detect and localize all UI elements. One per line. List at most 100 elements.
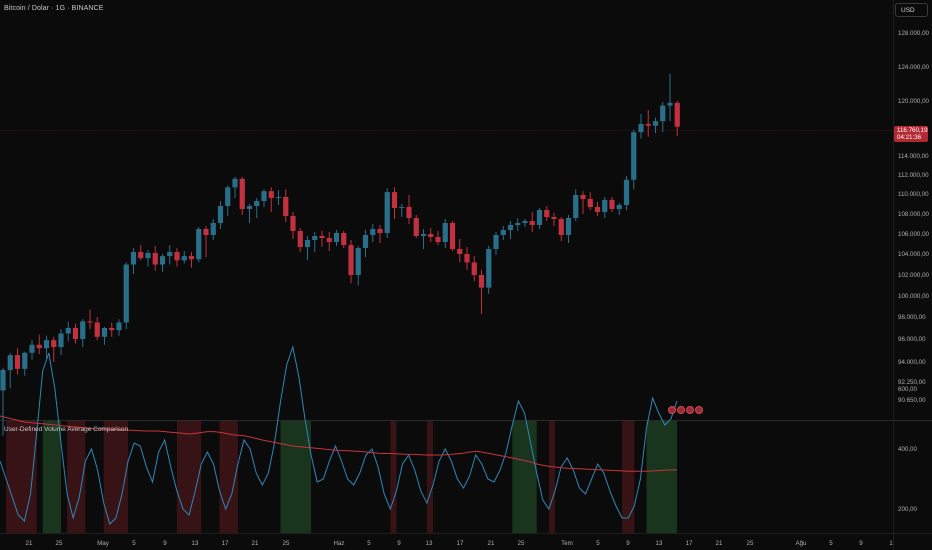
symbol-title[interactable]: Bitcoin / Dolar · 1G · BINANCE [4,5,104,12]
currency-button[interactable]: USD [895,3,928,17]
candle[interactable] [420,229,427,249]
candle[interactable] [413,215,419,238]
candle[interactable] [29,340,35,360]
candle[interactable] [319,231,325,247]
candle[interactable] [80,319,86,348]
candle[interactable] [609,197,615,212]
candle[interactable] [544,206,550,221]
candle[interactable] [406,195,412,224]
event-marker-icon[interactable] [686,406,694,414]
candle[interactable] [283,189,289,222]
candle[interactable] [123,262,129,330]
candle[interactable] [573,189,579,221]
candle[interactable] [493,232,499,256]
candle[interactable] [94,317,100,341]
candle[interactable] [348,240,354,284]
candle[interactable] [522,219,528,227]
candle[interactable] [507,221,514,239]
candle[interactable] [196,227,202,263]
candle[interactable] [333,230,340,246]
candle[interactable] [580,191,586,214]
candle[interactable] [72,323,79,344]
candle[interactable] [109,322,115,337]
candle[interactable] [167,245,173,265]
candle[interactable] [478,269,485,314]
candle[interactable] [58,329,64,356]
candle[interactable] [645,110,651,137]
candle[interactable] [101,326,108,345]
candle[interactable] [65,321,71,342]
candle[interactable] [225,185,231,216]
candle[interactable] [623,175,630,210]
event-marker-icon[interactable] [668,406,676,414]
candle[interactable] [362,230,369,258]
candle[interactable] [36,334,42,354]
candle[interactable] [667,73,673,122]
candle[interactable] [435,231,441,245]
candle[interactable] [246,204,253,223]
candle[interactable] [341,231,347,248]
candle[interactable] [203,226,209,258]
candle[interactable] [594,202,601,216]
candle[interactable] [51,336,57,362]
candle[interactable] [471,256,477,282]
event-marker-icon[interactable] [695,406,703,414]
candle[interactable] [384,188,390,238]
candle[interactable] [391,187,398,219]
candle[interactable] [500,226,506,240]
candle[interactable] [587,192,593,210]
candle[interactable] [239,176,245,215]
candle[interactable] [297,228,303,252]
candle[interactable] [254,198,260,218]
candle[interactable] [290,212,296,239]
candle[interactable] [7,352,13,389]
candle[interactable] [275,190,282,205]
candle[interactable] [232,176,238,198]
candle[interactable] [449,221,456,251]
candle[interactable] [138,245,144,261]
candle[interactable] [304,236,311,261]
candle[interactable] [326,232,332,251]
candle[interactable] [652,117,659,134]
candle[interactable] [638,113,644,139]
candle[interactable] [442,219,448,248]
candle[interactable] [217,201,224,229]
candle[interactable] [43,335,50,360]
candle[interactable] [529,212,535,232]
candle[interactable] [159,254,166,272]
candle[interactable] [464,247,470,270]
candle[interactable] [551,213,557,226]
candle[interactable] [457,239,463,263]
candle[interactable] [22,351,28,376]
candle[interactable] [486,246,492,294]
candle[interactable] [631,129,637,190]
candle[interactable] [181,251,187,264]
candle[interactable] [0,367,6,436]
candle[interactable] [14,348,21,375]
candle[interactable] [558,217,564,241]
candle[interactable] [145,250,151,267]
candle[interactable] [174,248,180,267]
candle[interactable] [268,187,274,212]
candle[interactable] [660,101,666,133]
candle[interactable] [377,225,383,243]
candle[interactable] [116,319,122,336]
candle[interactable] [428,228,434,242]
candle[interactable] [399,204,405,217]
candle[interactable] [355,246,361,286]
candle[interactable] [261,189,267,207]
candle[interactable] [616,203,622,215]
candle[interactable] [536,208,543,229]
candle[interactable] [152,246,158,271]
candle[interactable] [565,215,572,243]
event-marker-icon[interactable] [677,406,685,414]
candle[interactable] [312,232,318,252]
candle[interactable] [370,224,376,242]
indicator-title[interactable]: User-Defined Volume Average Comparison [4,426,129,433]
candle[interactable] [188,252,195,268]
candle[interactable] [130,248,137,274]
candle[interactable] [515,218,521,231]
candle[interactable] [87,309,93,330]
candle[interactable] [674,101,680,136]
candle[interactable] [210,219,216,240]
